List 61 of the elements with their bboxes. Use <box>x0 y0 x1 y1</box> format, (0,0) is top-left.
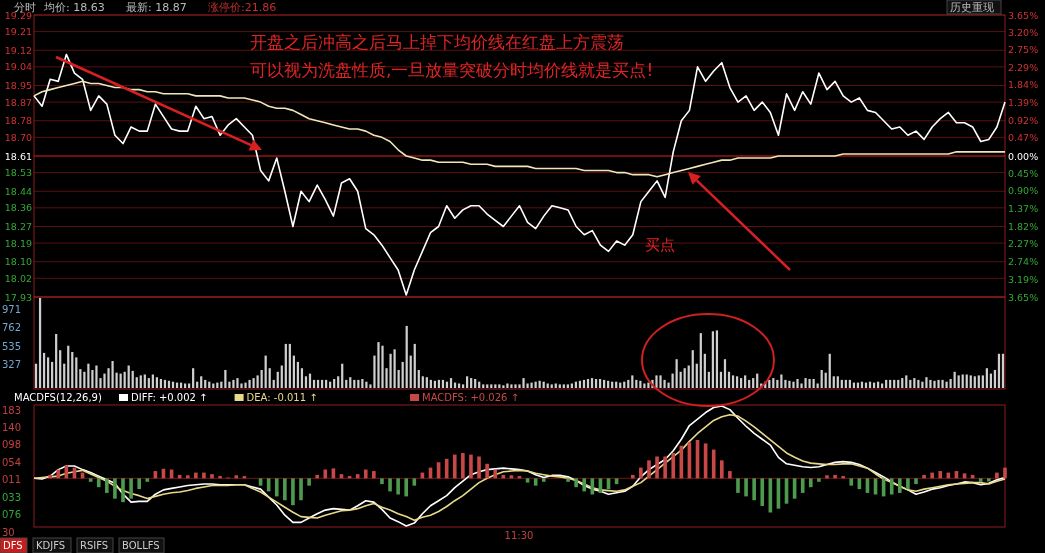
y2-tick-label: 1.39% <box>1008 96 1039 108</box>
y2-tick-label: 3.19% <box>1008 273 1039 285</box>
text: 历史重现 <box>950 1 994 14</box>
y-tick-label: 18.95 <box>4 80 32 91</box>
text: 涨停价:21.86 <box>208 1 277 14</box>
y-tick-label: 17.93 <box>4 291 32 303</box>
y2-tick-label: 2.75% <box>1008 44 1039 56</box>
y-tick-label: 18.44 <box>4 185 32 197</box>
y-tick-label: 19.21 <box>4 26 32 38</box>
y-tick-label: 18.27 <box>4 221 32 232</box>
text: 140 <box>2 422 22 433</box>
y2-tick-label: 0.90% <box>1008 185 1039 197</box>
y-tick-label: 18.61 <box>4 150 32 162</box>
annotation: 买点 <box>645 236 675 254</box>
y2-tick-label: 3.65% <box>1008 9 1039 21</box>
text: BOLLFS <box>122 540 160 551</box>
y-tick-label: 18.53 <box>4 167 32 179</box>
y2-tick-label: 0.92% <box>1008 114 1039 126</box>
y-tick-label: 18.70 <box>4 131 32 143</box>
text: 327 <box>2 359 22 370</box>
y2-tick-label: 2.29% <box>1008 62 1039 74</box>
annotation: 可以视为洗盘性质,一旦放量突破分时均价线就是买点! <box>250 60 654 80</box>
y2-tick-label: 1.84% <box>1008 79 1039 91</box>
y-tick-label: 18.87 <box>4 96 32 108</box>
y2-tick-label: 0.45% <box>1008 167 1039 179</box>
text: 076 <box>2 509 22 520</box>
text: 762 <box>2 322 22 333</box>
y-tick-label: 18.78 <box>4 115 32 127</box>
y2-tick-label: 0.00% <box>1008 150 1039 162</box>
y2-tick-label: 2.74% <box>1008 256 1039 268</box>
text: 098 <box>2 439 22 450</box>
y2-tick-label: 1.82% <box>1008 220 1039 232</box>
annotation: 开盘之后冲高之后马上掉下均价线在红盘上方震荡 <box>250 32 624 52</box>
y-tick-label: 18.10 <box>4 256 32 268</box>
legend-label: DIFF: +0.002 ↑ <box>131 392 208 403</box>
text: 均价: 18.63 <box>43 1 105 14</box>
y2-tick-label: 3.20% <box>1008 26 1039 38</box>
y-tick-label: 18.02 <box>4 272 32 284</box>
text: 011 <box>2 474 22 485</box>
y2-tick-label: 3.65% <box>1008 291 1039 303</box>
text: RSIFS <box>80 540 109 551</box>
chart-title: MACDFS(12,26,9) <box>14 392 102 403</box>
text: 最新: 18.87 <box>126 1 187 14</box>
text: 30 <box>2 527 15 538</box>
text: KDJFS <box>36 540 66 551</box>
text: 11:30 <box>504 530 534 541</box>
y-tick-label: 18.36 <box>4 202 32 214</box>
text: 183 <box>2 405 22 416</box>
text: DFS <box>3 540 23 551</box>
text: 033 <box>2 492 22 503</box>
text: 971 <box>2 304 22 315</box>
y-tick-label: 19.04 <box>4 61 32 73</box>
legend-label: MACDFS: +0.026 ↑ <box>422 392 520 403</box>
text: 054 <box>2 457 22 468</box>
y2-tick-label: 0.47% <box>1008 132 1039 144</box>
y-tick-label: 19.12 <box>4 44 32 56</box>
legend-label: DEA: -0.011 ↑ <box>246 392 318 403</box>
y-tick-label: 18.19 <box>4 237 32 249</box>
text: 535 <box>2 341 22 352</box>
y2-tick-label: 2.27% <box>1008 238 1039 250</box>
y2-tick-label: 1.37% <box>1008 203 1039 215</box>
